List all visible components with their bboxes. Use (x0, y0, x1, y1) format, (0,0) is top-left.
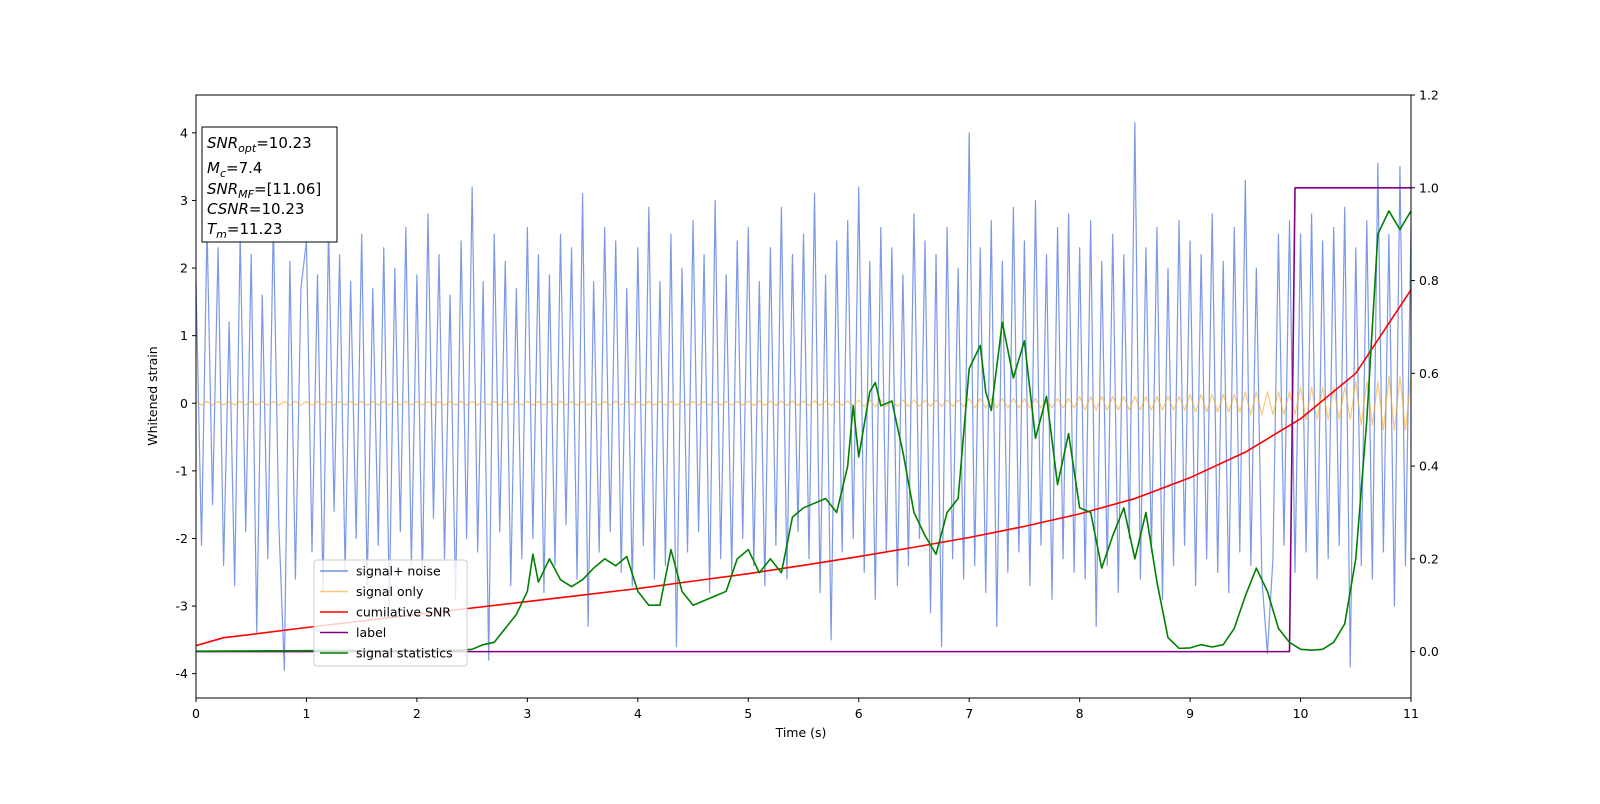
y-tick-label: 1 (180, 328, 188, 343)
y-axis-label: Whitened strain (145, 346, 160, 445)
annotation-sub: m (216, 228, 227, 241)
annotation-rest: =10.23 (249, 200, 305, 218)
annotation-main: T (207, 220, 218, 238)
y-tick-label: 0 (180, 396, 188, 411)
y-tick-label: -1 (176, 463, 188, 478)
x-tick-label: 3 (523, 706, 531, 721)
plot-frame (195, 94, 1412, 699)
y2-tick-label: 1.2 (1419, 88, 1439, 103)
x-tick-label: 9 (1186, 706, 1194, 721)
annotation-main: CSNR (207, 200, 249, 218)
annotation-sub: c (220, 167, 226, 180)
series-line (196, 122, 1411, 671)
y2-tick-label: 0.2 (1419, 551, 1439, 566)
annotation: Mc=7.4 (207, 159, 262, 180)
annotation-box (201, 126, 338, 243)
series-line (196, 210, 1411, 652)
y2-tick-label: 0.4 (1419, 459, 1439, 474)
annotation: SNRMF=[11.06] (207, 180, 321, 201)
x-tick-label: 6 (855, 706, 863, 721)
x-tick-label: 5 (744, 706, 752, 721)
annotation-main: SNR (207, 180, 238, 198)
y2-tick-label: 0.6 (1419, 366, 1439, 381)
x-tick-label: 1 (302, 706, 310, 721)
series-line (196, 375, 1411, 431)
annotation-main: M (207, 159, 220, 177)
x-tick-label: 8 (1076, 706, 1084, 721)
annotation-sub: opt (238, 142, 257, 155)
y2-tick-label: 1.0 (1419, 180, 1439, 195)
x-tick-label: 10 (1293, 706, 1309, 721)
y2-tick-label: 0.0 (1419, 644, 1439, 659)
annotation-rest: =[11.06] (254, 180, 321, 198)
x-axis-label: Time (s) (775, 725, 827, 740)
annotation-rest: =10.23 (256, 134, 312, 152)
annotation-sub: MF (238, 188, 254, 201)
y-tick-label: -3 (176, 599, 188, 614)
y-tick-label: -2 (176, 531, 188, 546)
legend-label: signal statistics (356, 646, 453, 661)
annotation: SNRopt=10.23 (207, 134, 312, 155)
y-tick-label: -4 (176, 666, 189, 681)
x-tick-label: 2 (413, 706, 421, 721)
annotation: Tm=11.23 (207, 220, 282, 241)
x-tick-label: 11 (1403, 706, 1419, 721)
y-tick-label: 2 (180, 261, 188, 276)
annotation-rest: =11.23 (227, 220, 283, 238)
x-tick-label: 4 (634, 706, 642, 721)
annotation: CSNR=10.23 (207, 200, 304, 218)
legend-box (313, 559, 468, 667)
annotation-rest: =7.4 (226, 159, 262, 177)
legend-label: signal only (356, 584, 424, 599)
legend-label: signal+ noise (356, 564, 441, 579)
x-tick-label: 0 (192, 706, 200, 721)
y2-tick-label: 0.8 (1419, 273, 1439, 288)
series-line (196, 186, 1411, 653)
y-tick-label: 4 (180, 125, 188, 140)
x-tick-label: 7 (965, 706, 973, 721)
annotation-main: SNR (207, 134, 238, 152)
legend-label: cumilative SNR (356, 605, 451, 620)
y-tick-label: 3 (180, 193, 188, 208)
legend-label: label (356, 625, 386, 640)
